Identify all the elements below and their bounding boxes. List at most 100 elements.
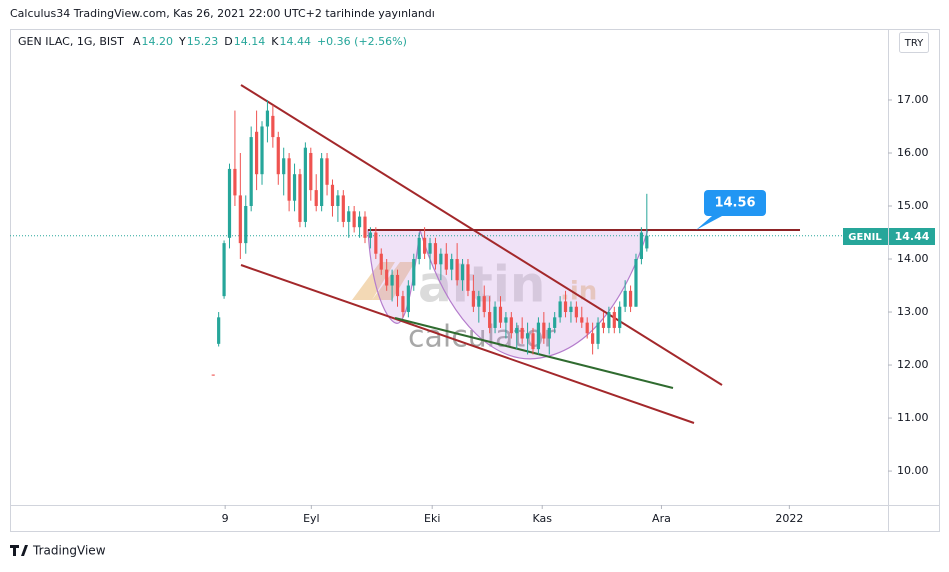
candle-body [222, 243, 226, 297]
x-tick-label: 2022 [775, 512, 803, 525]
candle-body [639, 232, 644, 260]
candle-body [525, 333, 530, 339]
candle-body [601, 322, 606, 328]
watermark-text: altin [418, 256, 546, 314]
candle-body [531, 333, 535, 350]
y-tick-label: 17.00 [897, 93, 929, 106]
candle-body [509, 317, 513, 334]
candle-body [482, 296, 486, 313]
ohlc-key: A [133, 35, 141, 48]
candle-body [607, 312, 611, 328]
candle-body [623, 290, 627, 307]
cup-large [419, 229, 649, 360]
candle-body [314, 190, 318, 207]
candle-body [645, 235, 649, 249]
candle-body [390, 274, 394, 286]
candle-body [493, 306, 497, 328]
currency-button[interactable] [899, 32, 929, 53]
candle-body [309, 152, 313, 191]
candle-body [569, 306, 573, 313]
candle-body [298, 174, 302, 222]
candle-body [444, 253, 448, 270]
candle-body [352, 211, 356, 228]
candle-body [563, 301, 568, 313]
candle-body [260, 126, 264, 175]
last-price-label: 14.44 [895, 230, 930, 243]
candle-body [401, 296, 405, 313]
candles [10, 99, 888, 376]
candle-body [276, 137, 280, 175]
candle-body [536, 322, 541, 350]
currency-button-label[interactable]: TRY [904, 38, 924, 49]
candle-body [423, 237, 427, 254]
candle-body [634, 259, 638, 307]
candle-body [368, 232, 373, 238]
candle-body [520, 327, 524, 339]
candle-body [357, 216, 362, 228]
candle-body [217, 317, 221, 344]
candle-body [292, 174, 297, 201]
candle-body [460, 264, 465, 281]
ohlc-value: 14.14 [234, 35, 266, 48]
symbol-tag-box [843, 228, 888, 245]
x-tick-label: Ara [652, 512, 671, 525]
candle-body [455, 259, 459, 281]
candle-body [254, 131, 259, 175]
candle-body [379, 253, 383, 270]
candle-body [330, 184, 335, 207]
ohlc-value: 15.23 [187, 35, 219, 48]
y-tick-label: 12.00 [897, 358, 929, 371]
frame [10, 29, 940, 532]
candle-body [227, 168, 232, 238]
candle-body [341, 195, 345, 222]
candle-body [542, 322, 546, 339]
candle-body [249, 137, 253, 207]
candle-body [477, 296, 481, 307]
candle-body [466, 264, 470, 291]
candle-body [406, 285, 410, 313]
header: Calculus34 TradingView.com, Kas 26, 2021… [10, 7, 435, 20]
candle-body [417, 237, 421, 260]
candle-body [363, 216, 367, 238]
y-tick-label: 14.00 [897, 252, 929, 265]
candle-body [320, 158, 324, 207]
candle-body [591, 333, 595, 344]
candle-body [244, 206, 248, 244]
candle-body [233, 168, 237, 196]
support-line [394, 317, 674, 389]
y-tick-label: 13.00 [897, 305, 929, 318]
candle-body [395, 274, 400, 297]
symbol-tag: GENIL [848, 232, 882, 243]
watermark-logo [352, 262, 415, 300]
candle-body [211, 374, 215, 376]
x-tick-label: Kas [532, 512, 552, 525]
x-tick-label: Eyl [303, 512, 320, 525]
candle-body [580, 317, 584, 323]
candle-body [628, 290, 633, 307]
trend-line-upper [240, 84, 723, 386]
candle-body [271, 115, 275, 138]
ohlc-value: 14.20 [142, 35, 174, 48]
candle-body [498, 306, 503, 323]
candle-body [596, 322, 600, 344]
callout-label: 14.56 [714, 196, 755, 211]
legend-symbol: GEN ILAC, 1G, BIST [18, 35, 124, 48]
ohlc-key: Y [178, 35, 186, 48]
footer-logo [10, 545, 28, 556]
candle-body [385, 269, 389, 286]
candle-body [238, 195, 242, 244]
candle-body [618, 306, 622, 328]
candle-body [553, 317, 557, 328]
candle-body [574, 306, 578, 318]
candle-body [450, 259, 454, 270]
y-tick-label: 16.00 [897, 146, 929, 159]
trend-line-lower [240, 264, 695, 424]
candle-body [428, 243, 432, 254]
candle-body [412, 259, 416, 286]
candle-body [282, 158, 286, 175]
candle-body [374, 232, 378, 254]
ohlc-legend: A 14.20 Y 15.23 D 14.14 K 14.44 +0.36 (+2.56%) [133, 35, 407, 48]
candle-body [612, 312, 616, 328]
candle-body [265, 110, 270, 127]
